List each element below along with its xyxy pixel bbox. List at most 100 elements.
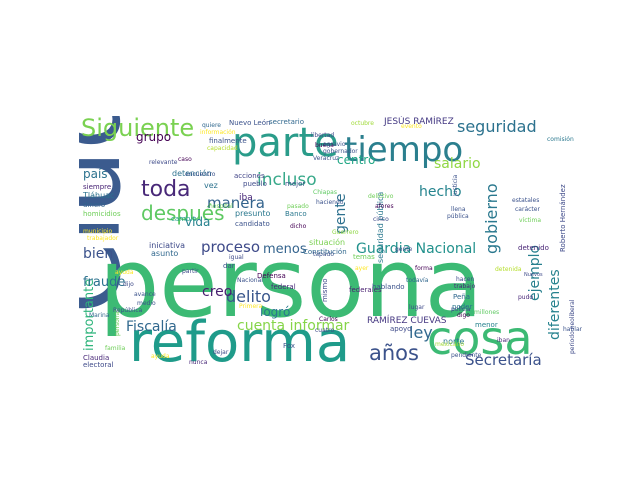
word-lugar: lugar <box>409 304 425 311</box>
word-dijo: dijo <box>123 281 134 288</box>
word-norte: norte <box>443 337 464 346</box>
word-despues: después <box>141 201 225 225</box>
word-informacion: información <box>200 129 236 136</box>
word-iniciativa: iniciativa <box>149 241 185 250</box>
word-haciendo: haciendo <box>316 199 344 206</box>
word-jesus-ramirez: JESÚS RAMÍREZ <box>383 116 454 127</box>
word-digo: digo <box>457 312 470 319</box>
word-ayuda-2: ayuda <box>151 353 170 360</box>
word-fiscalia: Fiscalía <box>126 319 177 335</box>
word-situacion: situación <box>309 237 345 247</box>
word-evento: evento <box>401 123 422 130</box>
word-hospital: hospital <box>209 203 233 210</box>
word-temas: temas <box>353 253 375 261</box>
word-siempre: siempre <box>83 183 111 191</box>
word-gente-2: gente <box>395 246 413 253</box>
word-personal: personal <box>114 310 121 336</box>
word-tiempo: tiempo <box>344 130 463 170</box>
word-menor: menor <box>475 321 498 329</box>
word-defensa: Defensa <box>257 272 286 280</box>
word-policia: policía <box>451 306 471 313</box>
word-caso: caso <box>178 156 192 163</box>
word-secretario: secretario <box>269 118 304 126</box>
word-proceso: proceso <box>201 238 260 256</box>
word-primera: Primera <box>239 303 263 310</box>
word-pudo: pudo <box>518 294 533 301</box>
word-detencion: detención <box>172 168 212 178</box>
word-guardia-nacional: Guardia Nacional <box>356 241 476 257</box>
word-pena: Peña <box>453 293 470 301</box>
word-constitucion: Constitución <box>303 248 347 256</box>
word-mejor: mejor <box>285 180 305 188</box>
word-ley: ley <box>409 323 433 342</box>
word-periodo-neoliberal: periodo neoliberal <box>569 299 576 354</box>
word-menos: menos <box>263 242 307 257</box>
word-presunto: presunto <box>235 209 271 218</box>
word-trabajador: trabajador <box>87 235 119 242</box>
word-acciones: acciones <box>234 172 265 180</box>
word-republica: República <box>113 307 143 314</box>
word-ciudad: Ciudad <box>79 116 144 314</box>
word-cuenta-informar: cuenta informar <box>237 318 350 334</box>
word-estatales: estatales <box>512 197 539 204</box>
word-ayer: ayer <box>355 265 369 272</box>
word-tapado: tapado <box>313 251 334 258</box>
word-gente: gente <box>333 194 349 234</box>
word-salario: salario <box>434 156 481 172</box>
word-federal: federal <box>271 283 296 291</box>
word-nuevo-leon: Nuevo León <box>229 119 270 127</box>
word-logro: logró <box>260 305 290 319</box>
word-detenida: detenida <box>495 266 522 273</box>
word-hablando: hablando <box>372 283 405 291</box>
word-poder: poder <box>452 303 472 311</box>
word-avance: avance <box>134 291 156 298</box>
word-mexicano: mexicano <box>435 341 464 348</box>
word-roberto-hernandez: Roberto Hernández <box>559 184 567 252</box>
word-todavia: todavía <box>406 277 429 284</box>
word-diferentes: diferentes <box>547 269 563 340</box>
word-dar: dar <box>223 262 235 270</box>
word-seguridad: seguridad <box>457 117 537 136</box>
word-grupo: grupo <box>136 130 171 144</box>
word-banco: Banco <box>285 210 307 218</box>
word-apoyo: apoyo <box>390 325 411 333</box>
word-dicho: dicho <box>290 223 307 230</box>
word-importante: importante <box>82 279 97 351</box>
word-delictivo: delictivo <box>368 193 394 200</box>
word-hablar: hablar <box>563 326 582 333</box>
word-seguridad-publica: seguridad pública <box>376 192 385 263</box>
word-nacional: Nacional <box>237 277 263 284</box>
word-pais: país <box>83 167 108 181</box>
word-anos: años <box>369 341 419 365</box>
word-marina: Marina <box>89 312 110 319</box>
word-federales: federales <box>349 286 382 294</box>
word-partir: partir <box>182 268 199 275</box>
word-gobernador: gobernador <box>323 148 358 155</box>
word-mismo: mismo <box>321 278 329 302</box>
word-victima: víctima <box>519 217 541 224</box>
word-capacidad: capacidad <box>207 145 238 152</box>
word-tlahuac: Tláhuac <box>82 191 114 200</box>
word-delito: delito <box>226 287 271 306</box>
word-buena: buena <box>315 142 334 149</box>
word-vez: vez <box>204 181 218 190</box>
word-medio: medio <box>137 300 156 307</box>
word-candidato: candidato <box>235 220 270 228</box>
word-ramirez-cuevas: RAMÍREZ CUEVAS <box>367 314 447 326</box>
word-guerrero: Guerrero <box>332 229 359 236</box>
word-quiere: quiere <box>202 122 221 129</box>
word-libertad: libertad <box>311 132 334 139</box>
word-millones: millones <box>474 309 499 316</box>
word-electoral: electoral <box>83 361 114 368</box>
word-afores: afores <box>375 203 394 210</box>
word-hacen: hacen <box>456 276 474 283</box>
word-incluso: incluso <box>257 170 317 190</box>
word-ayuda: ayuda <box>115 269 134 276</box>
word-igual: igual <box>229 254 244 261</box>
word-nunca: nunca <box>189 359 208 366</box>
word-bien: bien <box>83 246 113 262</box>
word-iba: iba <box>239 193 253 203</box>
word-trabajo: trabajo <box>454 283 476 290</box>
word-hecho: hecho <box>419 184 462 200</box>
